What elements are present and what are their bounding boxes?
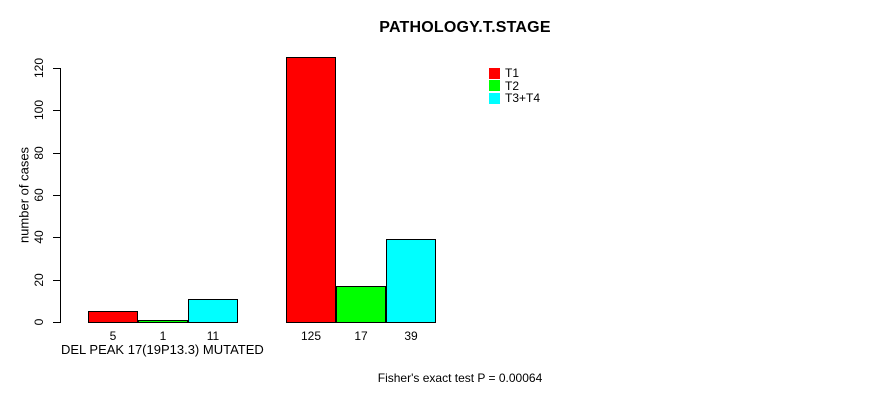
chart-title: PATHOLOGY.T.STAGE [379,19,551,36]
bar-value-label: 1 [159,329,167,343]
bar-T2-group2 [336,286,386,323]
y-axis-tick-label: 80 [32,145,46,160]
bar-T1-group2 [286,57,336,323]
y-axis-tick-label: 20 [32,272,46,287]
y-axis-tick-mark [53,322,60,323]
y-axis-tick-mark [53,194,60,196]
bar-value-label: 39 [404,329,418,343]
y-axis-tick-mark [53,279,60,281]
legend-label: T1 [505,66,520,80]
bar-T1-group1 [88,311,138,323]
y-axis-label: number of cases [16,146,32,244]
bar-value-label: 125 [300,329,322,343]
x-axis-group-label: DEL PEAK 17(19P13.3) MUTATED [61,342,264,357]
legend-swatch-T1 [489,67,500,79]
bar-T3+T4-group2 [386,239,436,323]
legend-item: T2 [489,80,540,92]
legend-label: T3+T4 [505,91,541,105]
y-axis-tick-mark [53,237,60,239]
bar-value-label: 11 [206,329,220,343]
legend-swatch-T3+T4 [489,92,500,104]
y-axis-tick-label: 100 [32,100,46,121]
legend-label: T2 [505,78,520,93]
y-axis-tick-label: 40 [32,230,46,245]
legend-item: T3+T4 [489,92,540,104]
y-axis-tick-mark [53,110,60,112]
y-axis-line [60,67,61,323]
y-axis-tick-label: 120 [32,57,46,78]
bar-value-label: 17 [354,329,368,343]
bar-T3+T4-group1 [188,299,238,323]
y-axis-tick-label: 0 [32,318,46,326]
y-axis-tick-mark [53,152,60,154]
bar-T2-group1 [138,320,188,323]
y-axis-tick-label: 60 [32,188,46,202]
legend-item: T1 [489,67,540,79]
legend: T1 T2 T3+T4 [489,67,540,105]
fisher-test-annotation: Fisher's exact test P = 0.00064 [377,371,543,385]
bar-value-label: 5 [109,329,117,343]
legend-swatch-T2 [489,80,500,91]
y-axis-tick-mark [53,67,60,69]
